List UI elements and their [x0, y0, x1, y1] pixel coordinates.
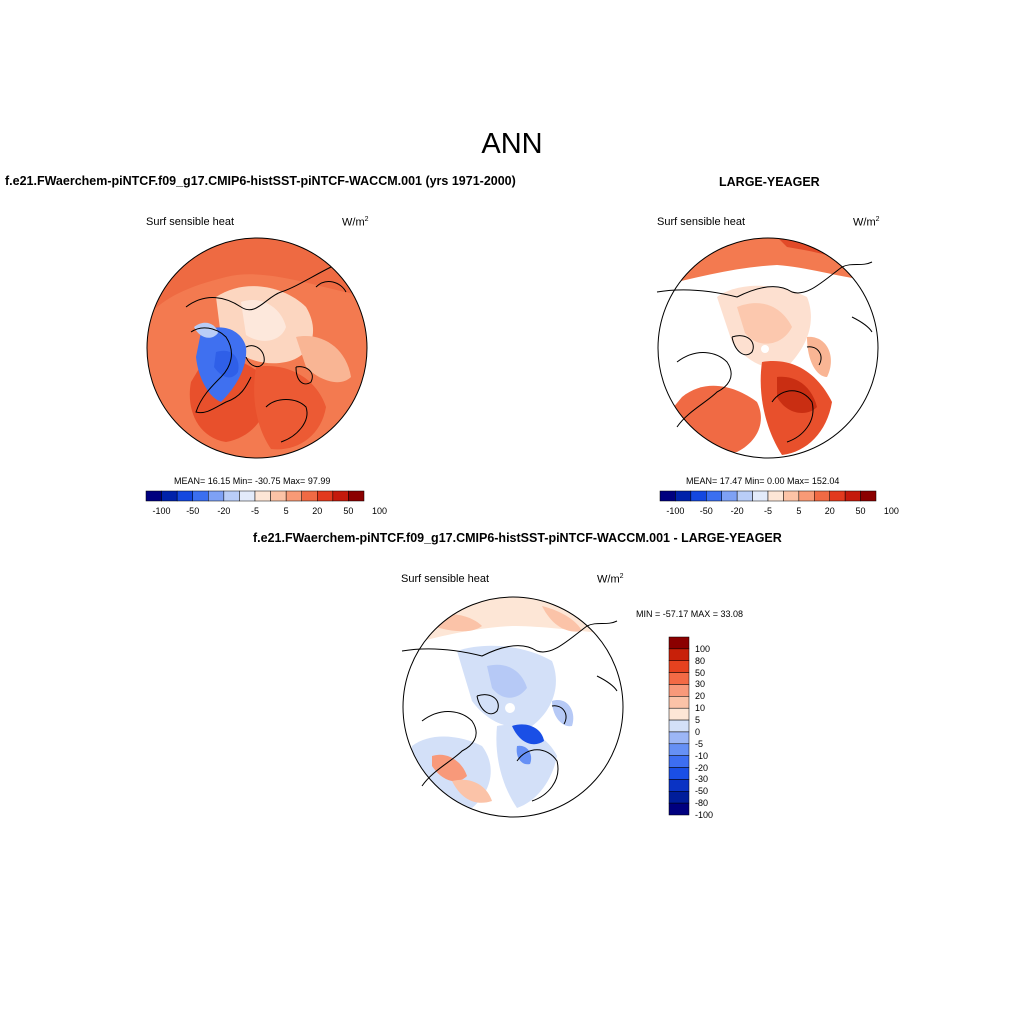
panel1-stats: MEAN= 16.15 Min= -30.75 Max= 97.99	[174, 476, 331, 486]
panel1-colorbar	[145, 490, 365, 502]
colorbar-swatch	[767, 490, 784, 502]
colorbar-tick-label: 80	[695, 655, 706, 666]
colorbar-tick-label: 50	[343, 506, 354, 516]
colorbar-swatch	[317, 490, 334, 502]
colorbar-swatch	[176, 490, 193, 502]
colorbar-swatch	[208, 490, 225, 502]
colorbar-tick-label: 5	[695, 715, 701, 726]
colorbar-tick-label: 20	[312, 506, 323, 516]
colorbar-swatch	[348, 490, 365, 502]
colorbar-swatch	[223, 490, 240, 502]
colorbar-tick-label: -100	[152, 506, 171, 516]
colorbar-swatch	[254, 490, 271, 502]
colorbar-tick-label: 50	[695, 667, 706, 678]
colorbar-tick-label: 0	[695, 726, 701, 737]
colorbar-tick-label: 100	[695, 643, 711, 654]
main-title: ANN	[481, 128, 543, 160]
colorbar-swatch	[668, 755, 690, 768]
colorbar-tick-label: 10	[695, 703, 706, 714]
colorbar-swatch	[668, 707, 690, 721]
colorbar-swatch	[668, 672, 690, 685]
colorbar-swatch	[706, 490, 722, 502]
colorbar-tick-label: -20	[730, 506, 744, 516]
colorbar-tick-label: -100	[695, 810, 714, 820]
colorbar-swatch	[690, 490, 707, 502]
colorbar-swatch	[668, 743, 690, 756]
colorbar-swatch	[192, 490, 209, 502]
colorbar-tick-label: -50	[699, 506, 713, 516]
colorbar-swatch	[668, 791, 690, 804]
panel2-case-title: LARGE-YEAGER	[719, 175, 820, 189]
colorbar-tick-label: 30	[695, 679, 706, 690]
colorbar-swatch	[668, 802, 690, 816]
colorbar-swatch	[668, 719, 690, 733]
colorbar-swatch	[829, 490, 846, 502]
panel3-colorbar	[668, 636, 690, 816]
colorbar-tick-label: 5	[283, 506, 289, 516]
colorbar-tick-label: 5	[796, 506, 802, 516]
colorbar-swatch	[668, 779, 690, 792]
panel1-colorbar-ticks: -100 -50 -20 -5 5 20 50 100	[146, 506, 388, 518]
colorbar-tick-label: -20	[217, 506, 231, 516]
colorbar-swatch	[668, 696, 690, 709]
panel1-case-title: f.e21.FWaerchem-piNTCF.f09_g17.CMIP6-his…	[5, 174, 516, 188]
colorbar-swatch	[844, 490, 861, 502]
panel2-units-label: W/m2	[853, 216, 880, 229]
colorbar-tick-label: -50	[695, 786, 709, 797]
panel2-variable-label: Surf sensible heat	[657, 216, 746, 228]
colorbar-swatch	[668, 731, 690, 745]
colorbar-swatch	[860, 490, 877, 502]
colorbar-tick-label: -5	[250, 506, 259, 516]
colorbar-tick-label: -80	[695, 798, 709, 809]
panel2-polar-map	[656, 237, 879, 459]
colorbar-swatch	[270, 490, 287, 502]
colorbar-tick-label: 50	[855, 506, 866, 516]
panel3-stats: MIN = -57.17 MAX = 33.08	[636, 609, 744, 619]
panel1-polar-map	[146, 237, 368, 459]
panel2-colorbar	[659, 490, 877, 502]
colorbar-tick-label: -5	[695, 738, 704, 749]
colorbar-swatch	[675, 490, 692, 502]
colorbar-tick-label: -100	[666, 506, 685, 516]
colorbar-tick-label: 100	[372, 506, 388, 516]
colorbar-swatch	[659, 490, 676, 502]
colorbar-swatch	[721, 490, 738, 502]
panel3-polar-map	[401, 596, 624, 818]
panel3-colorbar-ticks: 100 80 50 30 20 10 5 0 -5 -10 -20 -30 -50 -80 -100	[693, 637, 723, 820]
panel3-variable-label: Surf sensible heat	[401, 573, 490, 585]
colorbar-swatch	[798, 490, 815, 502]
colorbar-swatch	[332, 490, 349, 502]
colorbar-swatch	[736, 490, 753, 502]
colorbar-swatch	[668, 648, 690, 661]
panel3-units-label: W/m2	[597, 573, 624, 586]
colorbar-tick-label: -50	[186, 506, 200, 516]
colorbar-tick-label: 100	[883, 506, 899, 516]
colorbar-swatch	[239, 490, 256, 502]
panel2-colorbar-ticks: -100 -50 -20 -5 5 20 50 100	[660, 506, 899, 518]
colorbar-tick-label: -30	[695, 774, 709, 785]
panel1-variable-label: Surf sensible heat	[146, 216, 235, 228]
colorbar-tick-label: -20	[695, 762, 709, 773]
colorbar-swatch	[814, 490, 830, 502]
colorbar-tick-label: 20	[824, 506, 835, 516]
colorbar-swatch	[285, 490, 302, 502]
colorbar-tick-label: -5	[763, 506, 772, 516]
colorbar-tick-label: -10	[695, 750, 709, 761]
colorbar-swatch	[668, 684, 690, 697]
colorbar-swatch	[668, 636, 690, 650]
colorbar-swatch	[301, 490, 318, 502]
colorbar-swatch	[145, 490, 162, 502]
panel2-stats: MEAN= 17.47 Min= 0.00 Max= 152.04	[686, 476, 840, 486]
colorbar-swatch	[161, 490, 178, 502]
colorbar-swatch	[752, 490, 769, 502]
colorbar-tick-label: 20	[695, 691, 706, 702]
panel1-units-label: W/m2	[342, 216, 369, 229]
colorbar-swatch	[668, 767, 690, 780]
panel3-case-title: f.e21.FWaerchem-piNTCF.f09_g17.CMIP6-his…	[253, 531, 782, 545]
colorbar-swatch	[668, 660, 690, 673]
colorbar-swatch	[783, 490, 800, 502]
